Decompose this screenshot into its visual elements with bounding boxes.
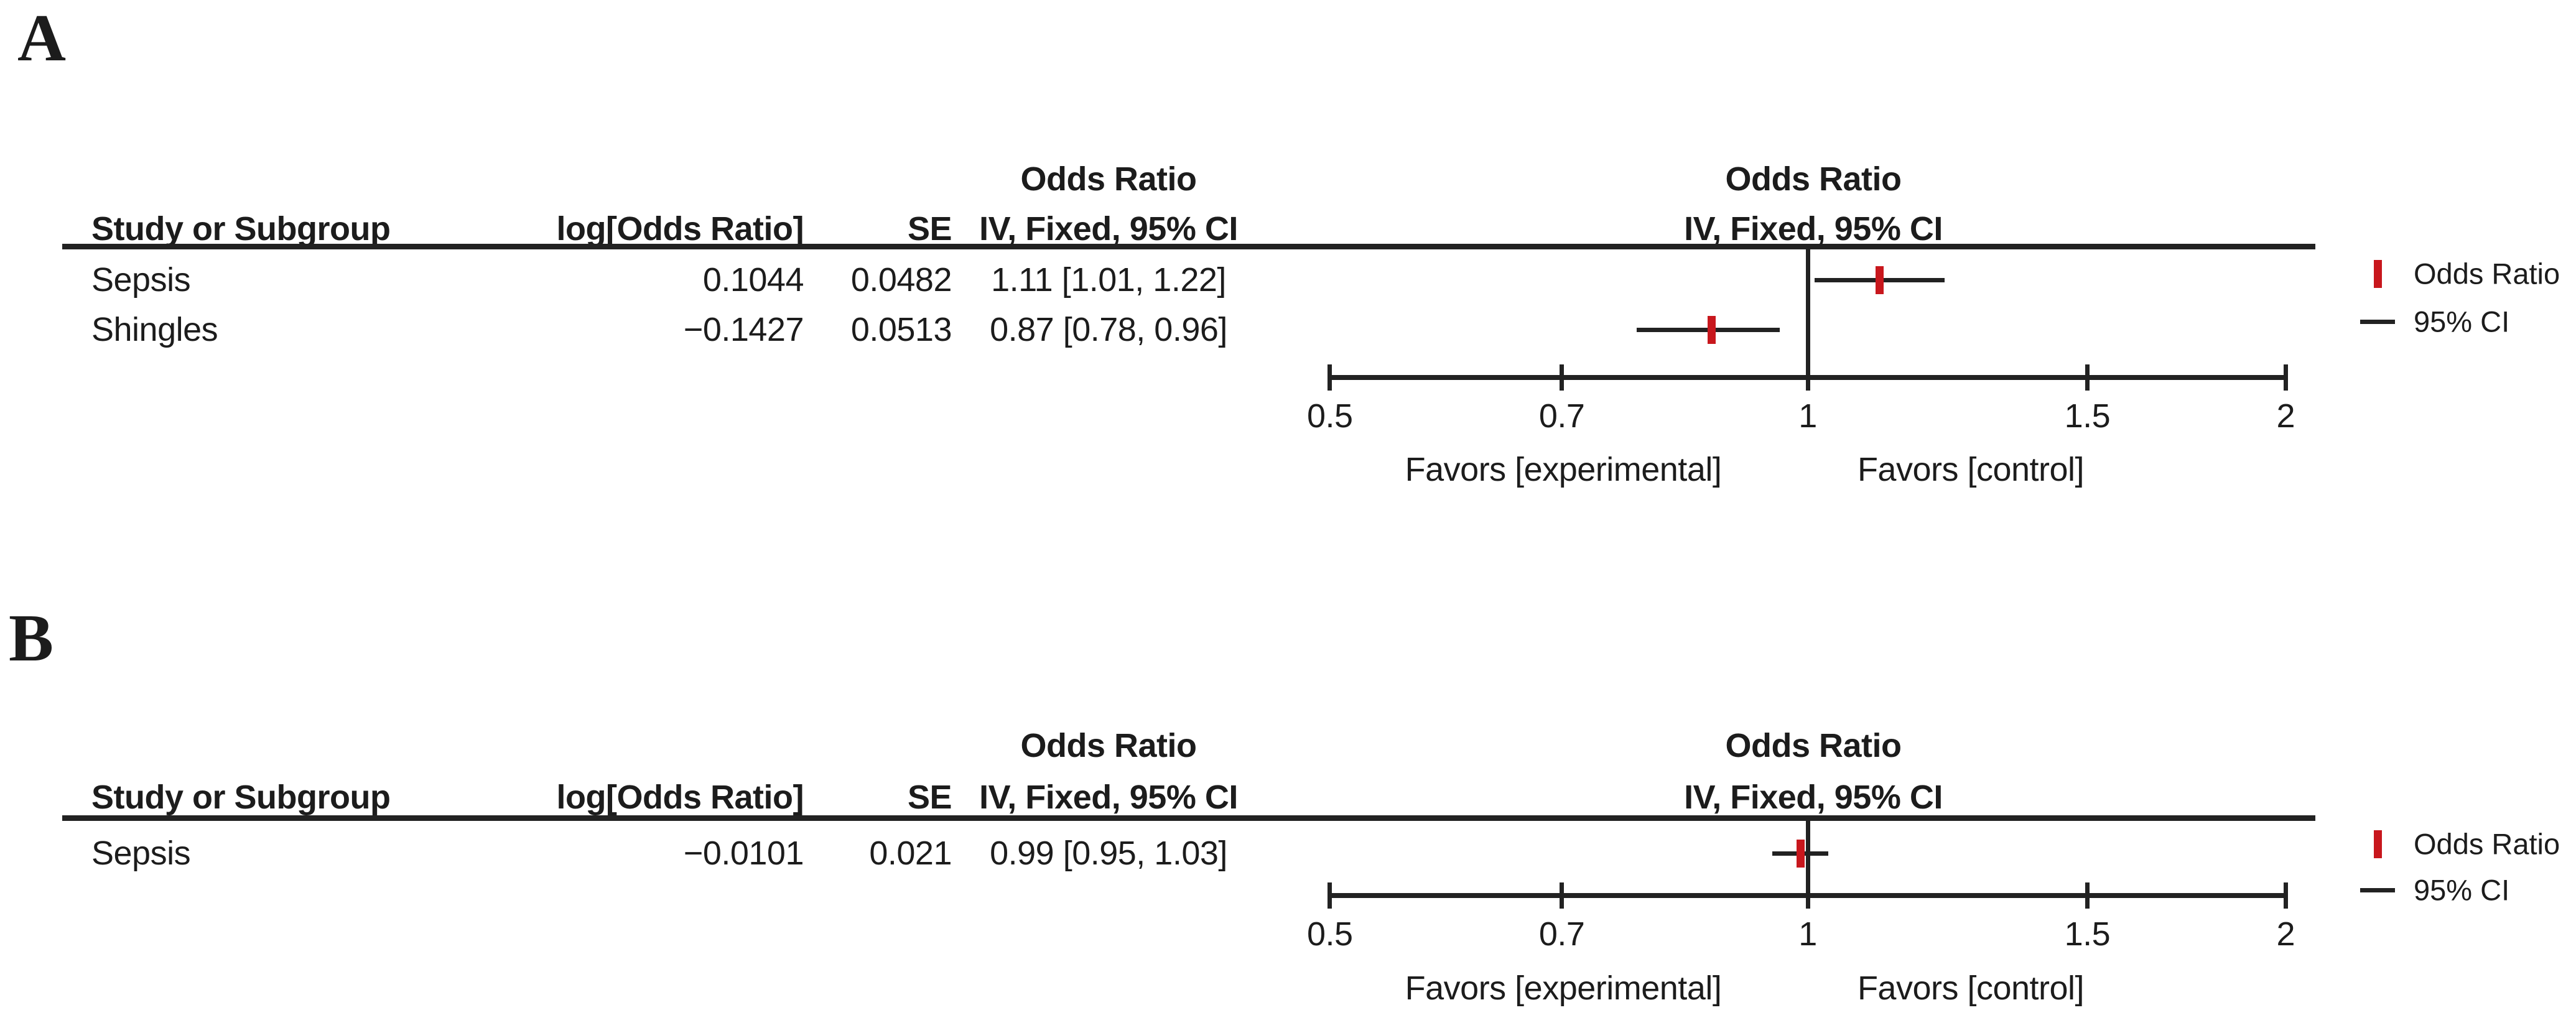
- study-name: Sepsis: [91, 835, 191, 872]
- table-header-study: Study or Subgroup: [91, 210, 391, 248]
- legend-odds-ratio-label: Odds Ratio: [2414, 257, 2560, 290]
- x-axis-tick-label: 0.7: [1538, 915, 1585, 953]
- x-axis-tick: [1328, 882, 1332, 909]
- x-axis-tick-label: 0.5: [1306, 397, 1353, 435]
- x-axis-tick: [2085, 882, 2090, 909]
- table-header-study: Study or Subgroup: [91, 779, 391, 816]
- x-axis-tick: [1560, 882, 1565, 909]
- x-axis-tick-label: 0.5: [1306, 915, 1353, 953]
- x-axis-tick: [1560, 364, 1565, 391]
- x-axis-tick-label: 1.5: [2064, 915, 2111, 953]
- x-axis-tick: [2283, 364, 2288, 391]
- x-axis-tick: [1328, 364, 1332, 391]
- legend-ci-label: 95% CI: [2414, 305, 2510, 338]
- x-axis-tick-label: 1: [1798, 915, 1817, 953]
- study-name: Sepsis: [91, 261, 191, 299]
- x-axis-tick: [2283, 882, 2288, 909]
- reference-line-or-1: [1805, 818, 1810, 909]
- x-axis-tick-label: 2: [2276, 397, 2295, 435]
- header-rule: [62, 243, 2315, 249]
- legend-odds-ratio-marker: [2373, 830, 2382, 858]
- or-ci-text: 1.11 [1.01, 1.22]: [991, 261, 1226, 299]
- favors-control-label: Favors [control]: [1857, 970, 2085, 1007]
- plot-header-title: Odds Ratio: [1725, 727, 1902, 764]
- panel-label: B: [9, 601, 54, 675]
- x-axis-tick-label: 0.7: [1538, 397, 1585, 435]
- x-axis-tick-label: 1: [1798, 397, 1817, 435]
- plot-header-title: Odds Ratio: [1725, 160, 1902, 198]
- or-ci-text: 0.99 [0.95, 1.03]: [990, 835, 1227, 872]
- odds-ratio-marker: [1708, 315, 1716, 344]
- study-name: Shingles: [91, 311, 218, 348]
- odds-ratio-marker: [1797, 839, 1805, 868]
- log-odds-ratio-value: 0.1044: [702, 261, 804, 299]
- x-axis-tick: [1805, 364, 1810, 391]
- odds-ratio-marker: [1876, 266, 1884, 294]
- favors-experimental-label: Favors [experimental]: [1405, 970, 1722, 1007]
- se-value: 0.0513: [850, 311, 952, 348]
- x-axis-tick: [1805, 882, 1810, 909]
- x-axis-tick-label: 2: [2276, 915, 2295, 953]
- table-header-effect-ci: IV, Fixed, 95% CI: [979, 210, 1238, 248]
- legend-ci-marker: [2360, 887, 2395, 892]
- log-odds-ratio-value: −0.1427: [683, 311, 804, 348]
- x-axis-tick-label: 1.5: [2064, 397, 2111, 435]
- table-header-se: SE: [907, 779, 952, 816]
- table-header-effect-title: Odds Ratio: [1020, 160, 1197, 198]
- or-ci-text: 0.87 [0.78, 0.96]: [990, 311, 1227, 348]
- legend-ci-label: 95% CI: [2414, 873, 2510, 907]
- se-value: 0.021: [869, 835, 952, 872]
- header-rule: [62, 815, 2315, 821]
- plot-header-effect-ci: IV, Fixed, 95% CI: [1684, 210, 1943, 248]
- table-header-se: SE: [907, 210, 952, 248]
- x-axis-tick: [2085, 364, 2090, 391]
- plot-header-effect-ci: IV, Fixed, 95% CI: [1684, 779, 1943, 816]
- reference-line-or-1: [1805, 246, 1810, 391]
- table-header-log-or: log[Odds Ratio]: [556, 210, 804, 248]
- se-value: 0.0482: [850, 261, 952, 299]
- panel-label: A: [17, 1, 66, 75]
- table-header-effect-ci: IV, Fixed, 95% CI: [979, 779, 1238, 816]
- table-header-effect-title: Odds Ratio: [1020, 727, 1197, 764]
- legend-odds-ratio-label: Odds Ratio: [2414, 827, 2560, 861]
- log-odds-ratio-value: −0.0101: [683, 835, 804, 872]
- legend-ci-marker: [2360, 319, 2395, 324]
- favors-experimental-label: Favors [experimental]: [1405, 451, 1722, 488]
- favors-control-label: Favors [control]: [1857, 451, 2085, 488]
- table-header-log-or: log[Odds Ratio]: [556, 779, 804, 816]
- legend-odds-ratio-marker: [2373, 259, 2382, 288]
